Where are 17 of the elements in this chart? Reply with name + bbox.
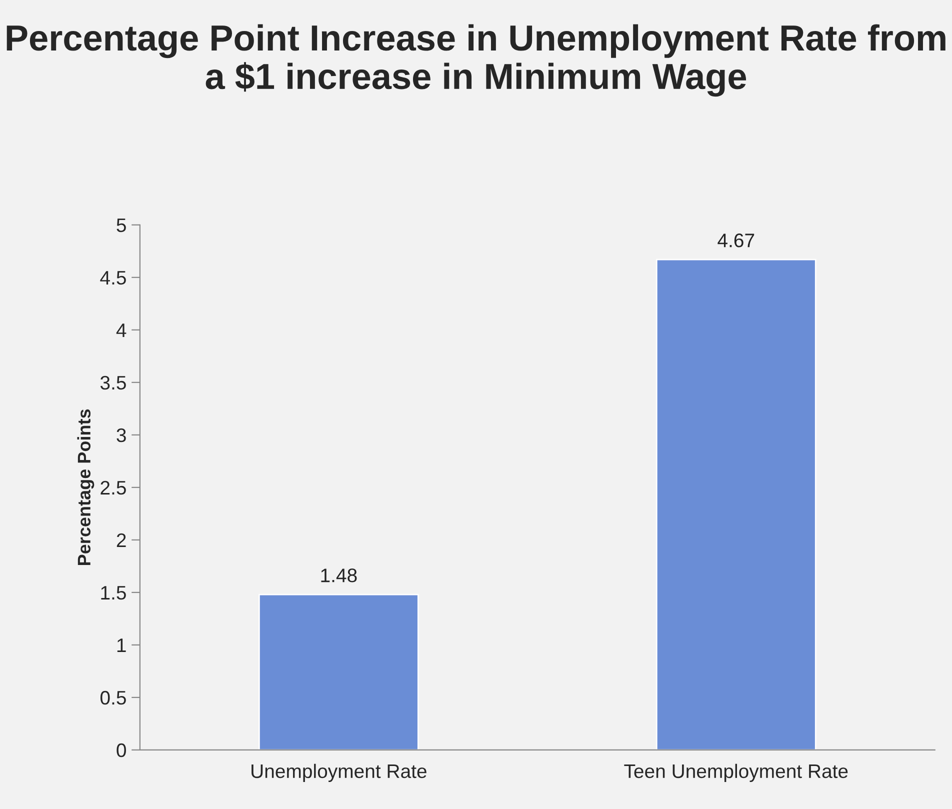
y-tick-label: 2.5	[100, 480, 126, 495]
y-tick-label: 2	[116, 533, 126, 547]
y-tick-label: 4	[116, 324, 126, 337]
y-tick-label: 0.5	[100, 690, 126, 705]
y-tick-label: 3.5	[100, 376, 126, 390]
x-tick-label: Teen Unemployment Rate	[624, 764, 848, 782]
y-tick-label: 1	[117, 638, 126, 652]
chart-title: Percentage Point Increase in Unemployment Rate from a $1 increase in Minimum Wage	[6, 24, 946, 97]
y-tick-label: 1.5	[101, 586, 126, 600]
y-tick-label: 3	[116, 428, 126, 442]
y-axis-title: Percentage Points	[77, 409, 94, 565]
y-tick-label: 4.5	[100, 271, 126, 285]
y-tick-label: 0	[116, 743, 126, 758]
y-tick-label: 5	[116, 218, 126, 232]
data-label: 4.67	[718, 234, 754, 248]
data-label: 1.48	[321, 568, 357, 582]
x-tick-label: Unemployment Rate	[252, 764, 426, 782]
